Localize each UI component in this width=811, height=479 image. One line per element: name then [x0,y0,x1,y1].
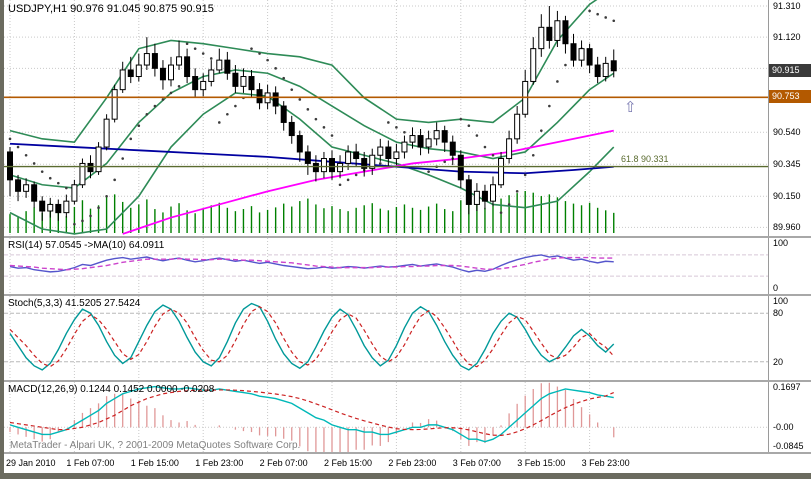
price-scale-label: 20 [773,356,784,367]
time-axis-label: 2 Feb 15:00 [324,458,373,468]
main-chart-panel[interactable]: 91.31091.12090.93090.54090.34590.15089.9… [4,0,811,236]
panel-separator [4,452,811,454]
time-axis-label: 1 Feb 07:00 [66,458,115,468]
bid-price-badge: 90.915 [769,63,811,77]
price-scale-label: 0.1697 [773,382,801,392]
macd-panel[interactable]: 0.1697 -0.00 -0.0845 MACD(12,26,9) 0.1244 … [4,382,811,452]
rsi-chart [4,238,768,294]
main-price-scale[interactable]: 91.31091.12090.93090.54090.34590.15089.9… [768,0,811,236]
time-axis-label: 2 Feb 07:00 [259,458,308,468]
price-scale-label: 90.345 [773,159,801,170]
price-scale-label: 100 [773,238,789,248]
rsi-indicator-label: RSI(14) 57.0545 ->MA(10) 64.0911 [8,240,165,251]
time-axis-label: 1 Feb 15:00 [130,458,179,468]
price-scale-label: 91.310 [773,1,801,11]
price-scale-label: 91.120 [773,32,801,43]
symbol-ohlc-label: USDJPY,H1 90.976 91.045 90.875 90.915 [8,3,214,15]
time-axis-label: 3 Feb 15:00 [517,458,566,468]
price-scale-label: 89.960 [773,222,801,233]
panel-separator[interactable] [4,236,811,238]
price-scale-label: 0 [773,283,779,293]
panel-separator[interactable] [4,380,811,382]
time-axis-label: 3 Feb 07:00 [452,458,501,468]
price-scale-label: 90.150 [773,191,801,202]
time-axis-label: 3 Feb 23:00 [581,458,630,468]
stochastic-indicator-label: Stoch(5,3,3) 41.5205 27.5424 [8,298,141,309]
time-axis-label: 1 Feb 23:00 [195,458,244,468]
rsi-scale[interactable]: 100 0 [768,238,811,294]
stochastic-scale[interactable]: 100 80 20 [768,296,811,380]
copyright-footer: MetaTrader - Alpari UK, ? 2001-2009 Meta… [10,440,301,451]
price-scale-label: -0.00 [773,422,794,433]
horizontal-line-price-badge: 90.753 [769,90,811,104]
fibo-level-label: 61.8 90.331 [621,153,669,164]
stochastic-panel[interactable]: 100 80 20 Stoch(5,3,3) 41.5205 27.5424 [4,296,811,380]
rsi-panel[interactable]: 100 0 RSI(14) 57.0545 ->MA(10) 64.0911 [4,238,811,294]
price-scale-label: -0.0845 [773,441,804,451]
time-axis-label: 2 Feb 23:00 [388,458,437,468]
macd-indicator-label: MACD(12,26,9) 0.1244 0.1452 0.0000 -0.02… [8,384,215,395]
macd-chart [4,382,768,452]
candlestick-chart [4,0,768,236]
stochastic-chart [4,296,768,380]
time-axis-label: 29 Jan 2010 [6,458,56,468]
price-scale-label: 90.540 [773,127,801,138]
panel-separator[interactable] [4,294,811,296]
chart-stack: 91.31091.12090.93090.54090.34590.15089.9… [4,0,811,473]
macd-scale[interactable]: 0.1697 -0.00 -0.0845 [768,382,811,452]
time-axis[interactable]: 29 Jan 2010 1 Feb 07:00 1 Feb 15:00 1 Feb 2… [4,454,811,473]
price-scale-label: 100 [773,296,789,306]
up-arrow-icon[interactable]: ⇧ [624,99,637,117]
price-scale-label: 80 [773,308,784,319]
